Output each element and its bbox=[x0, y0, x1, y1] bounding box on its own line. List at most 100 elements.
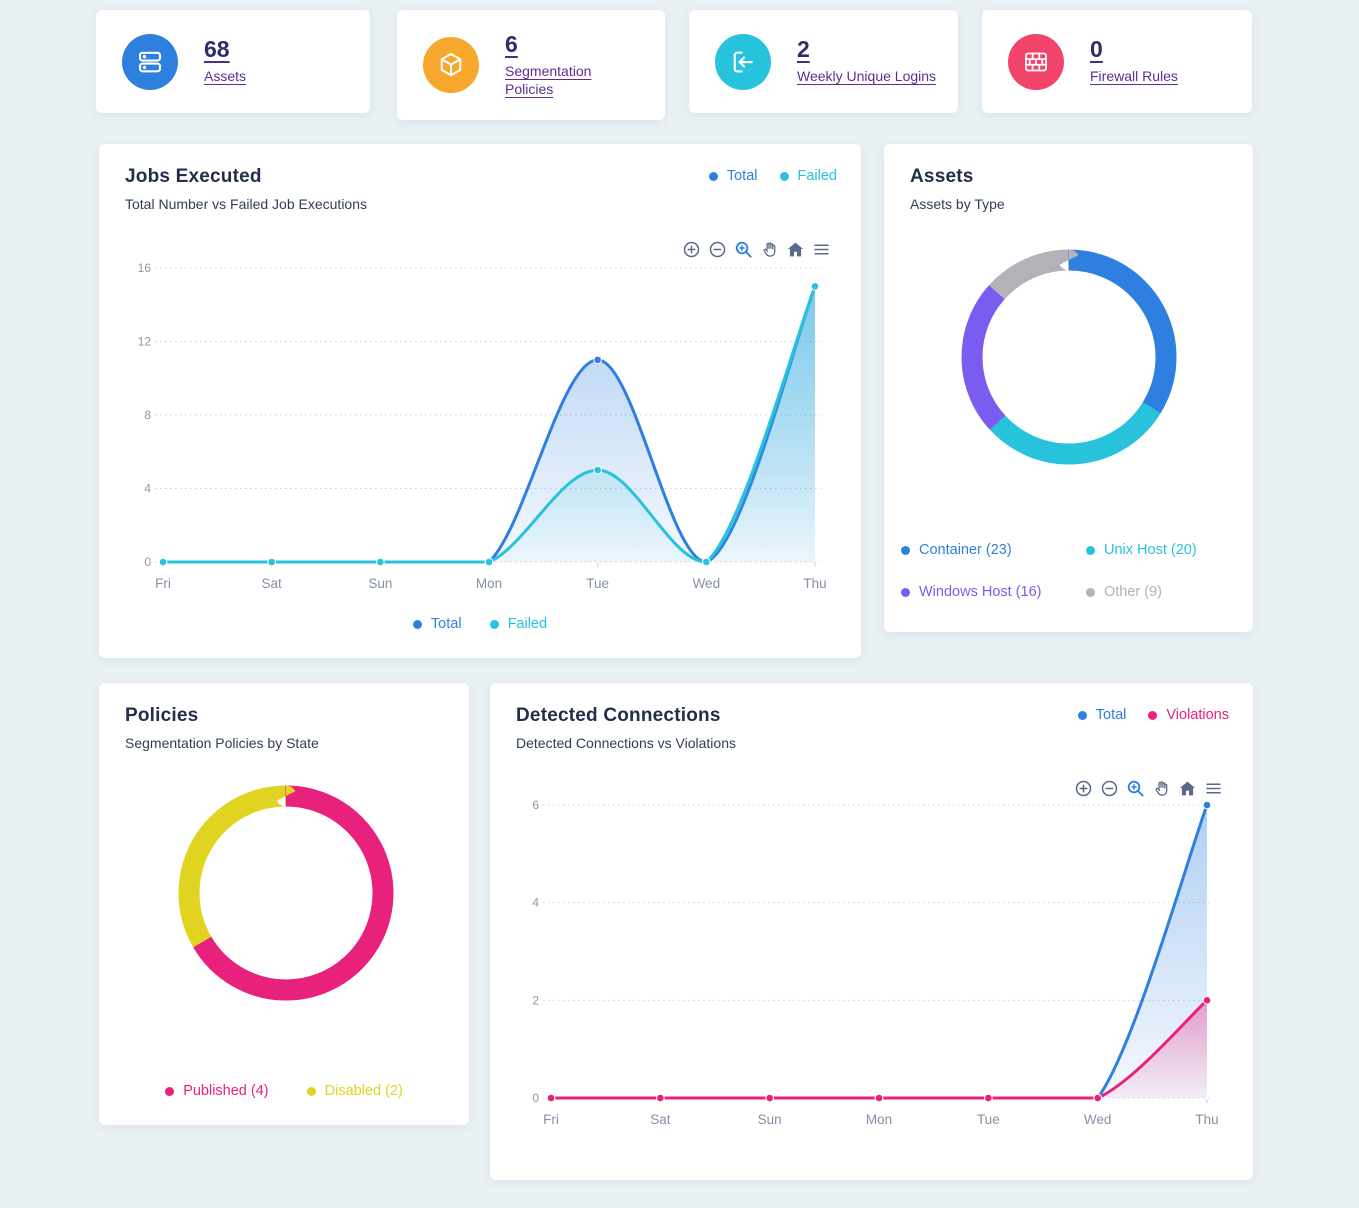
legend-label: Total bbox=[726, 168, 758, 184]
svg-text:0: 0 bbox=[532, 1091, 539, 1105]
legend-label: Violations bbox=[1166, 707, 1229, 723]
legend-label: Failed bbox=[507, 616, 548, 632]
svg-text:0: 0 bbox=[144, 555, 151, 569]
legend-label: Failed bbox=[797, 168, 838, 184]
menu-icon[interactable] bbox=[812, 240, 831, 259]
assets-count-link[interactable]: 68 bbox=[204, 36, 230, 63]
legend-item-failed[interactable]: Failed bbox=[779, 168, 838, 184]
detected-modebar bbox=[1074, 779, 1223, 798]
stat-card-assets: 68 Assets bbox=[96, 10, 370, 113]
policies-title: Policies bbox=[125, 705, 199, 726]
zoom-out-icon[interactable] bbox=[1100, 779, 1119, 798]
legend-label: Total bbox=[430, 616, 462, 632]
legend-label: Windows Host (16) bbox=[919, 584, 1042, 600]
zoom-in-icon[interactable] bbox=[1074, 779, 1093, 798]
assets-label-link[interactable]: Assets bbox=[204, 68, 247, 85]
legend-dot bbox=[1086, 545, 1095, 555]
segmentation-policies-count-link[interactable]: 6 bbox=[505, 30, 518, 57]
policies-card: Policies Segmentation Policies by State … bbox=[99, 683, 469, 1125]
weekly-unique-logins-label-link[interactable]: Weekly Unique Logins bbox=[797, 68, 937, 85]
legend-label: Unix Host (20) bbox=[1104, 542, 1197, 558]
svg-text:Fri: Fri bbox=[155, 576, 171, 591]
jobs-legend-bottom: Total Failed bbox=[99, 616, 861, 632]
zoom-in-icon[interactable] bbox=[682, 240, 701, 259]
assets-legend: Container (23) Unix Host (20) Windows Host… bbox=[884, 542, 1253, 600]
jobs-modebar bbox=[682, 240, 831, 259]
legend-item-failed[interactable]: Failed bbox=[489, 616, 548, 632]
svg-text:8: 8 bbox=[144, 408, 151, 422]
svg-text:Mon: Mon bbox=[866, 1112, 892, 1127]
segmentation-policies-label-link[interactable]: Segmentation Policies bbox=[505, 63, 592, 97]
legend-item-published-4[interactable]: Published (4) bbox=[165, 1083, 269, 1099]
legend-item-container-23[interactable]: Container (23) bbox=[901, 542, 1012, 558]
pan-icon[interactable] bbox=[760, 240, 779, 259]
legend-item-total[interactable]: Total bbox=[412, 616, 462, 632]
detected-connections-chart[interactable]: 0 2 4 6 Fri Sat Sun Mon Tue Wed Thu bbox=[490, 769, 1253, 1149]
svg-text:Fri: Fri bbox=[543, 1112, 559, 1127]
legend-item-other-9[interactable]: Other (9) bbox=[1086, 584, 1162, 600]
svg-text:Mon: Mon bbox=[476, 576, 502, 591]
jobs-legend-top: Total Failed bbox=[708, 168, 838, 184]
stat-card-weekly-unique-logins: 2 Weekly Unique Logins bbox=[689, 10, 958, 113]
jobs-executed-chart[interactable]: 0 4 8 12 16 Fri Sat Sun Mon Tue Wed Thu bbox=[99, 230, 861, 610]
legend-dot bbox=[412, 619, 422, 629]
pan-icon[interactable] bbox=[1152, 779, 1171, 798]
legend-dot bbox=[1077, 710, 1087, 720]
reset-home-icon[interactable] bbox=[786, 240, 805, 259]
legend-dot bbox=[1086, 587, 1095, 597]
svg-text:4: 4 bbox=[532, 896, 539, 910]
box-zoom-icon[interactable] bbox=[734, 240, 753, 259]
cube-icon bbox=[423, 37, 479, 93]
jobs-executed-title: Jobs Executed bbox=[125, 166, 262, 187]
svg-text:Sun: Sun bbox=[758, 1112, 782, 1127]
detected-connections-subtitle: Detected Connections vs Violations bbox=[516, 735, 736, 751]
svg-text:12: 12 bbox=[138, 335, 152, 349]
legend-dot bbox=[165, 1086, 175, 1096]
legend-dot bbox=[901, 545, 910, 555]
login-icon bbox=[715, 33, 771, 90]
svg-text:4: 4 bbox=[144, 482, 151, 496]
svg-text:Thu: Thu bbox=[1195, 1112, 1218, 1127]
assets-donut-chart[interactable] bbox=[884, 234, 1253, 494]
weekly-unique-logins-count-link[interactable]: 2 bbox=[797, 36, 810, 63]
assets-title: Assets bbox=[910, 166, 974, 187]
detected-connections-title: Detected Connections bbox=[516, 705, 721, 726]
legend-label: Other (9) bbox=[1104, 584, 1163, 600]
jobs-executed-subtitle: Total Number vs Failed Job Executions bbox=[125, 196, 367, 212]
legend-item-unix-host-20[interactable]: Unix Host (20) bbox=[1086, 542, 1197, 558]
zoom-out-icon[interactable] bbox=[708, 240, 727, 259]
menu-icon[interactable] bbox=[1204, 779, 1223, 798]
svg-text:Wed: Wed bbox=[693, 576, 721, 591]
assets-card: Assets Assets by Type Container (23) Unix… bbox=[884, 144, 1253, 632]
policies-donut-chart[interactable] bbox=[99, 771, 469, 1031]
legend-item-windows-host-16[interactable]: Windows Host (16) bbox=[901, 584, 1041, 600]
jobs-executed-card: Jobs Executed Total Number vs Failed Job… bbox=[99, 144, 861, 658]
legend-item-disabled-2[interactable]: Disabled (2) bbox=[306, 1083, 403, 1099]
stat-card-segmentation-policies: 6 Segmentation Policies bbox=[397, 10, 665, 120]
legend-dot bbox=[306, 1086, 316, 1096]
detected-legend-top: Total Violations bbox=[1077, 707, 1229, 723]
firewall-icon bbox=[1008, 33, 1064, 90]
firewall-rules-count-link[interactable]: 0 bbox=[1090, 36, 1103, 63]
legend-label: Published (4) bbox=[183, 1083, 269, 1099]
svg-text:Thu: Thu bbox=[803, 576, 826, 591]
box-zoom-icon[interactable] bbox=[1126, 779, 1145, 798]
legend-item-total[interactable]: Total bbox=[708, 168, 758, 184]
server-icon bbox=[122, 33, 178, 90]
legend-dot bbox=[901, 587, 910, 597]
legend-dot bbox=[708, 171, 718, 181]
legend-label: Container (23) bbox=[919, 542, 1012, 558]
legend-item-violations[interactable]: Violations bbox=[1148, 707, 1229, 723]
stat-card-firewall-rules: 0 Firewall Rules bbox=[982, 10, 1252, 113]
policies-legend: Published (4) Disabled (2) bbox=[99, 1083, 469, 1099]
svg-text:Sun: Sun bbox=[368, 576, 392, 591]
svg-text:Sat: Sat bbox=[650, 1112, 671, 1127]
svg-text:16: 16 bbox=[138, 261, 152, 275]
svg-text:6: 6 bbox=[532, 798, 539, 812]
legend-label: Total bbox=[1095, 707, 1127, 723]
legend-item-total[interactable]: Total bbox=[1077, 707, 1127, 723]
firewall-rules-label-link[interactable]: Firewall Rules bbox=[1090, 68, 1178, 85]
reset-home-icon[interactable] bbox=[1178, 779, 1197, 798]
svg-text:Wed: Wed bbox=[1084, 1112, 1112, 1127]
svg-text:2: 2 bbox=[532, 993, 539, 1007]
